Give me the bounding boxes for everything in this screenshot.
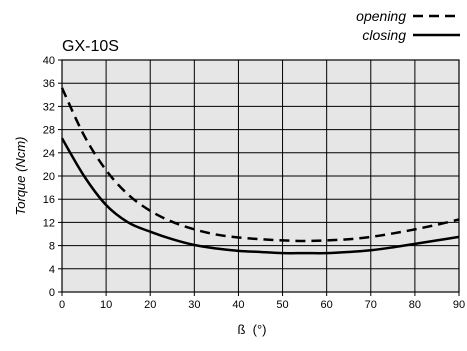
y-tick-label-12: 12 (43, 217, 55, 229)
y-tick-label-16: 16 (43, 194, 55, 206)
x-tick-label-0: 0 (59, 299, 65, 311)
y-axis-title: Torque (Ncm) (13, 137, 28, 216)
x-tick-label-50: 50 (276, 299, 288, 311)
y-tick-label-8: 8 (49, 241, 55, 253)
y-tick-label-28: 28 (43, 125, 55, 137)
x-tick-label-10: 10 (100, 299, 112, 311)
x-tick-label-70: 70 (365, 299, 377, 311)
y-tick-label-4: 4 (49, 264, 55, 276)
x-tick-label-30: 30 (188, 299, 200, 311)
x-tick-label-80: 80 (409, 299, 421, 311)
x-tick-label-20: 20 (144, 299, 156, 311)
x-tick-label-90: 90 (453, 299, 465, 311)
legend-label-closing: closing (362, 27, 406, 43)
y-tick-label-0: 0 (49, 287, 55, 299)
y-tick-label-24: 24 (43, 148, 55, 160)
y-tick-label-32: 32 (43, 101, 55, 113)
x-tick-label-60: 60 (321, 299, 333, 311)
x-axis-title: ß (°) (237, 322, 266, 337)
y-tick-label-40: 40 (43, 55, 55, 67)
legend: opening closing (356, 8, 460, 43)
series-line-closing (60, 137, 460, 255)
y-tick-label-20: 20 (43, 171, 55, 183)
legend-label-opening: opening (356, 8, 406, 24)
series-line-opening (60, 87, 460, 243)
x-tick-label-40: 40 (232, 299, 244, 311)
chart-title: GX-10S (62, 38, 119, 55)
y-tick-label-36: 36 (43, 78, 55, 90)
